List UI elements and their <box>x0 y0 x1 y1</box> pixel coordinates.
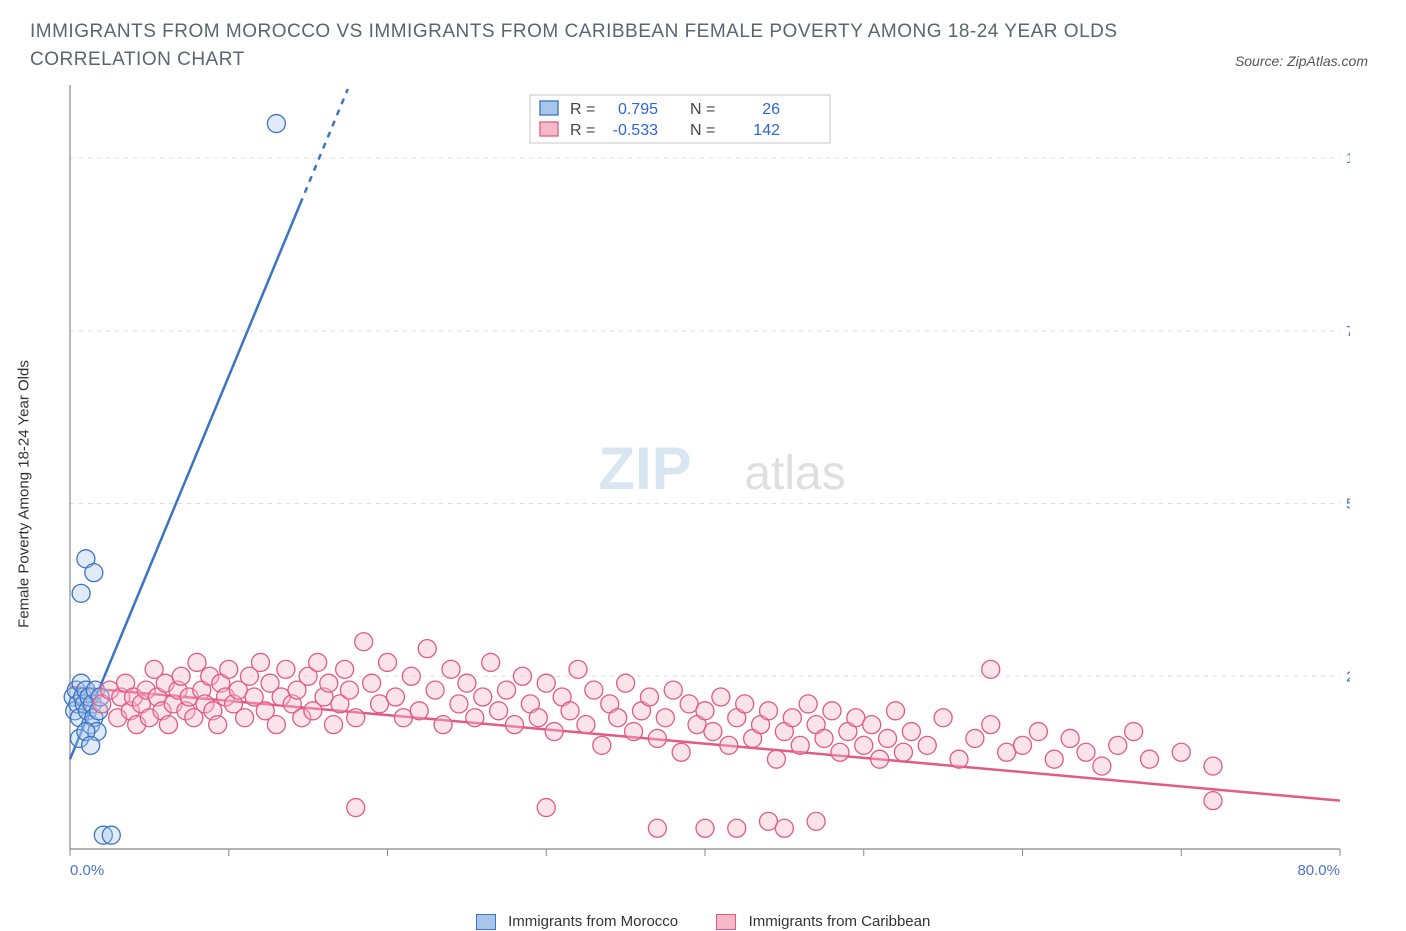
svg-text:50.0%: 50.0% <box>1346 496 1350 513</box>
svg-text:N =: N = <box>690 101 715 118</box>
svg-text:-0.533: -0.533 <box>613 122 658 139</box>
svg-text:atlas: atlas <box>744 447 845 500</box>
svg-text:ZIP: ZIP <box>598 435 691 502</box>
legend-label: Immigrants from Morocco <box>508 913 678 930</box>
svg-text:R =: R = <box>570 101 595 118</box>
bottom-legend: Immigrants from Morocco Immigrants from … <box>30 913 1376 931</box>
svg-text:R =: R = <box>570 122 595 139</box>
svg-text:25.0%: 25.0% <box>1346 668 1350 685</box>
svg-text:80.0%: 80.0% <box>1297 862 1340 879</box>
svg-text:75.0%: 75.0% <box>1346 323 1350 340</box>
legend-label: Immigrants from Caribbean <box>749 913 931 930</box>
source-label: Source: ZipAtlas.com <box>1235 53 1368 69</box>
legend-item-caribbean: Immigrants from Caribbean <box>716 913 930 931</box>
legend-swatch-icon <box>476 914 496 930</box>
chart-title: IMMIGRANTS FROM MOROCCO VS IMMIGRANTS FR… <box>30 18 1150 73</box>
svg-text:26: 26 <box>762 101 780 118</box>
y-axis-label: Female Poverty Among 18-24 Year Olds <box>16 360 33 628</box>
svg-text:142: 142 <box>753 122 780 139</box>
legend-swatch-icon <box>716 914 736 930</box>
svg-text:N =: N = <box>690 122 715 139</box>
legend-item-morocco: Immigrants from Morocco <box>476 913 679 931</box>
svg-text:0.795: 0.795 <box>618 101 658 118</box>
correlation-scatter-chart: 25.0% 50.0% 75.0% 100.0% ZIP atlas 0.0% 80.0% R … <box>30 79 1350 909</box>
svg-text:100.0%: 100.0% <box>1346 150 1350 167</box>
svg-text:0.0%: 0.0% <box>70 862 104 879</box>
